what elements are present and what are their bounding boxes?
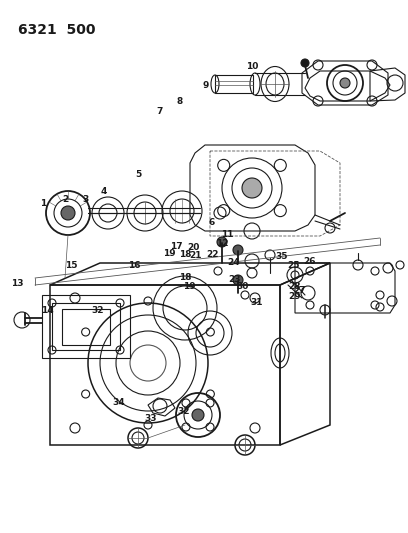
Text: 33: 33 [144,414,156,423]
Text: 26: 26 [303,257,315,265]
Text: 15: 15 [65,261,78,270]
Circle shape [192,409,204,421]
Text: 32: 32 [92,306,104,314]
Text: 5: 5 [135,171,142,179]
Circle shape [340,78,350,88]
Text: 24: 24 [227,258,239,266]
Text: 19: 19 [184,282,196,290]
Circle shape [242,178,262,198]
Text: 21: 21 [189,251,201,260]
Text: 19: 19 [163,249,175,257]
Bar [215,75,253,93]
Circle shape [233,275,243,285]
Text: 9: 9 [203,81,209,90]
Text: 28: 28 [288,282,301,291]
Text: 6: 6 [208,219,215,227]
Text: 16: 16 [129,261,141,270]
Text: 6321  500: 6321 500 [18,23,95,37]
Text: 12: 12 [216,239,228,248]
Text: 8: 8 [176,97,183,106]
Text: 11: 11 [222,230,234,239]
Circle shape [217,237,227,247]
Text: 4: 4 [101,188,107,196]
Text: 14: 14 [41,306,53,314]
Text: 22: 22 [207,251,219,259]
Text: 1: 1 [40,199,46,208]
Text: 30: 30 [237,282,249,290]
Text: 32: 32 [177,407,190,416]
Text: 31: 31 [250,298,262,307]
Text: 35: 35 [275,253,288,261]
Text: 29: 29 [288,293,301,301]
Text: 18: 18 [180,251,192,259]
Circle shape [61,206,75,220]
Text: 23: 23 [228,276,241,284]
Circle shape [233,245,243,255]
Text: 13: 13 [11,279,23,288]
Text: 3: 3 [82,196,89,204]
Text: 17: 17 [170,242,182,251]
Bar [62,309,110,345]
Text: 10: 10 [246,62,258,71]
Text: 18: 18 [180,273,192,281]
Text: 27: 27 [294,286,306,295]
Circle shape [301,59,309,67]
Text: 2: 2 [62,196,69,204]
Text: 20: 20 [188,244,200,252]
Text: 7: 7 [156,108,162,116]
Text: 34: 34 [113,398,125,407]
Text: 25: 25 [288,261,300,270]
